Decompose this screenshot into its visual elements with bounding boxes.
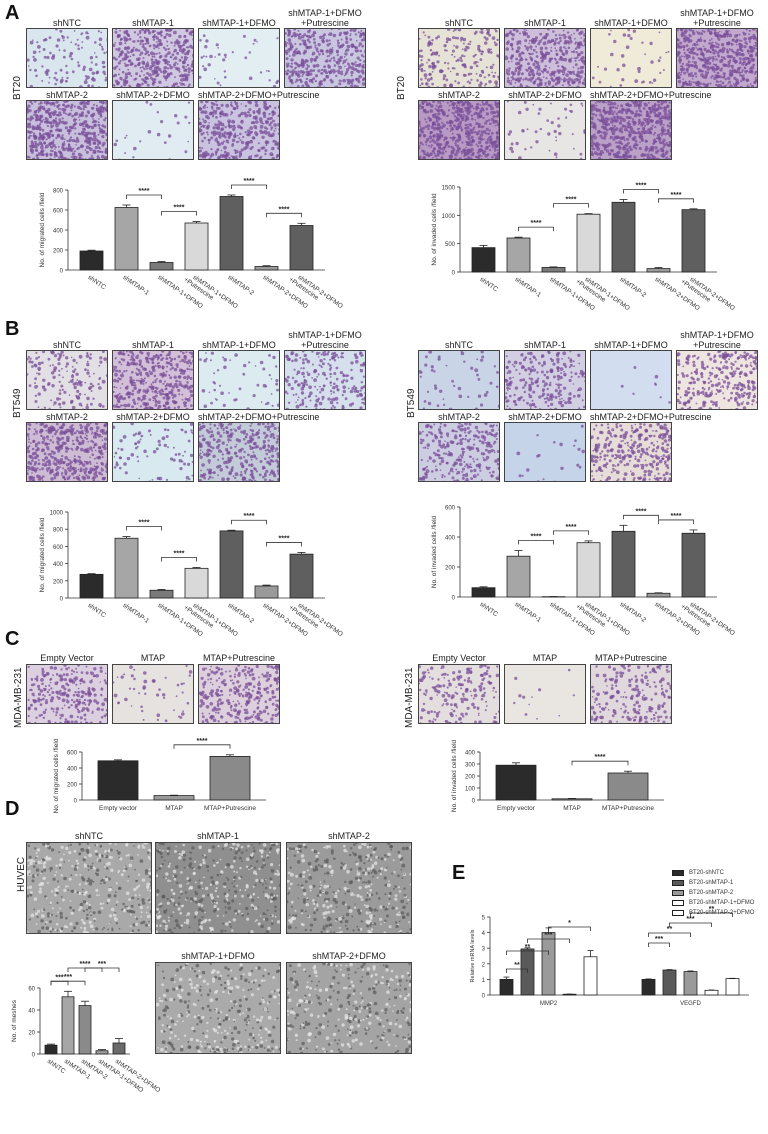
a-right-grid-micrograph-0 — [418, 28, 500, 88]
b-right-grid-micrograph-1 — [504, 350, 586, 410]
b-right-grid-micrograph-0 — [418, 350, 500, 410]
a-right-grid-micrograph-1 — [504, 28, 586, 88]
legend-item: BT20-shNTC — [672, 868, 754, 878]
a-left-grid-micrograph-3 — [284, 28, 366, 88]
d-micrograph-4 — [286, 962, 412, 1054]
legend-item: BT20-shMTAP-2+DFMO — [672, 908, 754, 918]
b-left-grid-label-6: shMTAP-2+DFMO+Putrescine — [198, 412, 328, 422]
b-left-grid-micrograph-5 — [112, 422, 194, 482]
a-left-grid-label-5: shMTAP-2+DFMO — [112, 90, 194, 100]
d-grid-label-4: shMTAP-2+DFMO — [286, 951, 412, 961]
legend-item: BT20-shMTAP-1+DFMO — [672, 898, 754, 908]
b-right-grid-micrograph-5 — [504, 422, 586, 482]
a-right-grid-micrograph-3 — [676, 28, 758, 88]
b-left-grid-micrograph-3 — [284, 350, 366, 410]
a-right-grid-label-2: shMTAP-1+DFMO — [590, 18, 672, 28]
a-right-grid-label-4: shMTAP-2 — [418, 90, 500, 100]
a-right-grid-micrograph-4 — [418, 100, 500, 160]
panel-letter-d: D — [5, 798, 19, 821]
b-right-grid-label-4: shMTAP-2 — [418, 412, 500, 422]
legend-swatch-icon — [672, 900, 684, 906]
a-left-grid-label-4: shMTAP-2 — [26, 90, 108, 100]
panel-letter-a: A — [5, 2, 19, 25]
legend-item: BT20-shMTAP-1 — [672, 878, 754, 888]
a-left-grid-label-0: shNTC — [26, 18, 108, 28]
b-right-grid-micrograph-6 — [590, 422, 672, 482]
b-right-grid-micrograph-4 — [418, 422, 500, 482]
a-right-grid-label-5: shMTAP-2+DFMO — [504, 90, 586, 100]
row-label-bt549-right: BT549 — [406, 389, 417, 418]
a-left-grid-label-1: shMTAP-1 — [112, 18, 194, 28]
row-label-bt549-left: BT549 — [12, 389, 23, 418]
a-left-grid-micrograph-4 — [26, 100, 108, 160]
legend-swatch-icon — [672, 890, 684, 896]
a-right-grid-label-3: shMTAP-1+DFMO +Putrescine — [676, 8, 758, 28]
b-right-grid-label-6: shMTAP-2+DFMO+Putrescine — [590, 412, 720, 422]
b-left-grid-micrograph-2 — [198, 350, 280, 410]
b-left-grid-label-5: shMTAP-2+DFMO — [112, 412, 194, 422]
b-right-grid-micrograph-2 — [590, 350, 672, 410]
a-left-grid-micrograph-0 — [26, 28, 108, 88]
row-label-mda-right: MDA-MB-231 — [404, 667, 415, 728]
a-right-grid-micrograph-6 — [590, 100, 672, 160]
row-label-bt20-right: BT20 — [396, 76, 407, 100]
a-right-grid-micrograph-5 — [504, 100, 586, 160]
row-label-bt20-left: BT20 — [12, 76, 23, 100]
legend-swatch-icon — [672, 910, 684, 916]
legend-swatch-icon — [672, 880, 684, 886]
a-right-grid-micrograph-2 — [590, 28, 672, 88]
a-right-grid-label-6: shMTAP-2+DFMO+Putrescine — [590, 90, 720, 100]
a-left-grid-micrograph-5 — [112, 100, 194, 160]
a-left-grid-label-6: shMTAP-2+DFMO+Putrescine — [198, 90, 328, 100]
d-micrograph-2 — [286, 842, 412, 934]
a-left-grid-micrograph-6 — [198, 100, 280, 160]
a-right-grid-label-0: shNTC — [418, 18, 500, 28]
b-right-grid-micrograph-3 — [676, 350, 758, 410]
b-left-grid-label-4: shMTAP-2 — [26, 412, 108, 422]
row-label-mda-left: MDA-MB-231 — [13, 667, 24, 728]
b-right-grid-label-5: shMTAP-2+DFMO — [504, 412, 586, 422]
b-left-grid-micrograph-4 — [26, 422, 108, 482]
b-left-grid-micrograph-6 — [198, 422, 280, 482]
b-left-grid-micrograph-1 — [112, 350, 194, 410]
panel-letter-c: C — [5, 628, 19, 651]
panel-letter-b: B — [5, 318, 19, 341]
d-grid-label-2: shMTAP-2 — [286, 831, 412, 841]
a-left-grid-micrograph-1 — [112, 28, 194, 88]
a-left-grid-micrograph-2 — [198, 28, 280, 88]
a-left-grid-label-2: shMTAP-1+DFMO — [198, 18, 280, 28]
legend-item: BT20-shMTAP-2 — [672, 888, 754, 898]
a-left-grid-label-3: shMTAP-1+DFMO +Putrescine — [284, 8, 366, 28]
b-left-grid-micrograph-0 — [26, 350, 108, 410]
a-right-grid-label-1: shMTAP-1 — [504, 18, 586, 28]
legend-swatch-icon — [672, 870, 684, 876]
